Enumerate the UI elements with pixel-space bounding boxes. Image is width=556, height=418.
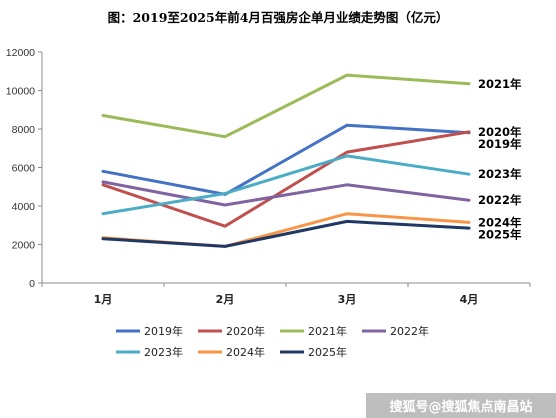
chart-title: 图：2019至2025年前4月百强房企单月业绩走势图（亿元） (108, 10, 449, 25)
legend-label: 2023年 (144, 345, 183, 359)
legend-item: 2025年 (280, 345, 347, 359)
y-tick-label: 0 (29, 278, 35, 290)
legend-item: 2022年 (362, 324, 429, 338)
y-tick-label: 8000 (12, 124, 36, 136)
legend-item: 2020年 (198, 324, 265, 338)
legend-item: 2019年 (116, 324, 183, 338)
series-line (101, 219, 471, 248)
series-end-label: 2023年 (478, 167, 522, 181)
chart-axes: 0 2000 4000 6000 8000 10000 12000 1月 2月 3月 4月 (6, 47, 531, 306)
legend-label: 2025年 (308, 345, 347, 359)
x-tick-label: 3月 (338, 293, 357, 306)
legend-label: 2022年 (390, 324, 429, 338)
series-line (101, 180, 471, 207)
watermark-background (366, 393, 556, 418)
series-end-label: 2025年 (478, 227, 522, 241)
series-line (101, 123, 471, 196)
series-line (101, 154, 471, 216)
x-tick-label: 4月 (460, 293, 479, 306)
legend-label: 2021年 (308, 324, 347, 338)
watermark-text: 搜狐号@搜狐焦点南昌站 (389, 399, 532, 415)
y-tick-label: 2000 (12, 240, 36, 252)
chart-lines (101, 73, 471, 248)
x-tick-label: 2月 (216, 293, 235, 306)
series-end-label: 2022年 (478, 193, 522, 207)
series-line (101, 73, 471, 139)
legend-label: 2019年 (144, 324, 183, 338)
series-end-label: 2020年 (478, 125, 522, 139)
y-tick-label: 10000 (6, 86, 35, 98)
watermark: 搜狐号@搜狐焦点南昌站 (366, 393, 556, 418)
legend: 2019年 2020年 2021年 2022年 2023年 2024年 2025年 (116, 324, 429, 359)
y-tick-label: 6000 (12, 163, 36, 175)
legend-label: 2024年 (226, 345, 265, 359)
series-end-label: 2019年 (478, 137, 522, 151)
legend-item: 2021年 (280, 324, 347, 338)
x-tick-label: 1月 (94, 293, 113, 306)
legend-item: 2023年 (116, 345, 183, 359)
series-end-label: 2021年 (478, 77, 522, 91)
y-tick-label: 12000 (6, 47, 35, 59)
y-tick-label: 4000 (12, 201, 36, 213)
series-end-label: 2024年 (478, 215, 522, 229)
legend-label: 2020年 (226, 324, 265, 338)
legend-item: 2024年 (198, 345, 265, 359)
series-line (101, 130, 471, 228)
